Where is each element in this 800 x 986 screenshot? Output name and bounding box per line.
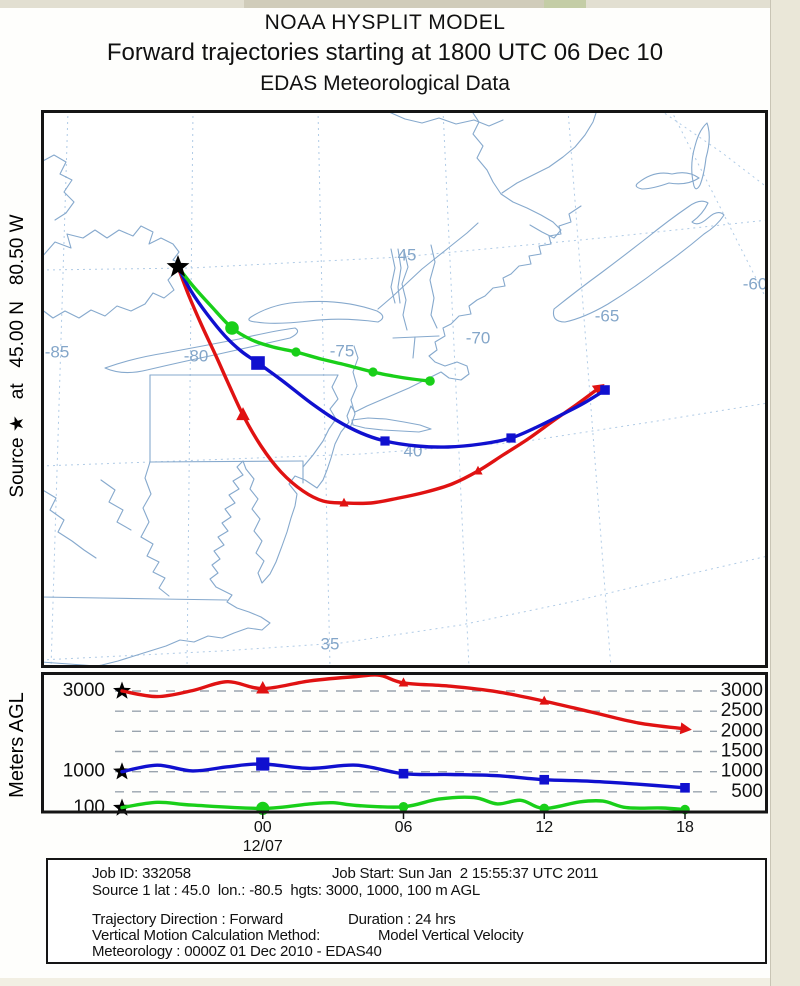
model-title: NOAA HYSPLIT MODEL [264, 11, 506, 34]
page-bottom-margin [0, 978, 770, 986]
trajectory-marker-square [600, 385, 610, 395]
duration: Duration : 24 hrs [348, 911, 456, 928]
altitude-panel-border [41, 672, 768, 814]
meters-agl-label: Meters AGL [6, 692, 28, 798]
trajectory-marker-circle [368, 367, 378, 377]
altitude-start-height-label: 1000 [63, 761, 105, 782]
x-axis-tick-label: 00 [254, 819, 272, 836]
trajectory-marker-triangle [236, 407, 250, 421]
trajectory-marker-square [251, 356, 265, 370]
trajectory-subtitle: Forward trajectories starting at 1800 UT… [106, 39, 664, 67]
graticule-label: -75 [330, 341, 355, 360]
trajectory-marker-triangle [256, 680, 270, 694]
altitude-right-axis-label: 1000 [721, 761, 763, 782]
graticule-label: -60 [743, 274, 768, 293]
trajectory-map-panel: -85 -80 -75 -70 -65 -60 45 40 35 [41, 110, 768, 668]
graticule-label: -85 [45, 342, 70, 361]
vertical-motion-method-value: Model Vertical Velocity [378, 927, 524, 944]
altitude-start-height-label: 100 [73, 797, 105, 818]
run-info-box: Job ID: 332058 Job Start: Sun Jan 2 15:5… [46, 858, 767, 964]
scrollbar-thumb[interactable] [244, 0, 544, 8]
met-data-subtitle: EDAS Meteorological Data [260, 72, 510, 96]
coastline-sketch [41, 110, 725, 668]
trajectory-marker-circle [225, 321, 239, 335]
graticule-label: -80 [184, 346, 209, 365]
vertical-motion-method-label: Vertical Motion Calculation Method: [92, 927, 321, 944]
map-trajectories [166, 255, 610, 507]
trajectory-direction: Trajectory Direction : Forward [92, 911, 283, 928]
trajectory-marker-circle [398, 801, 409, 812]
altitude-series-circle [120, 795, 687, 812]
hysplit-plot-document: NOAA HYSPLIT MODEL Forward trajectories … [0, 10, 770, 964]
scrollbar-thumb-end[interactable] [544, 0, 586, 8]
altitude-right-axis-label: 2500 [721, 700, 763, 721]
trajectory-marker-triangle [473, 465, 483, 475]
trajectory-marker-triangle [339, 497, 349, 507]
meteorology-info: Meteorology : 0000Z 01 Dec 2010 - EDAS40 [92, 943, 382, 960]
job-start: Job Start: Sun Jan 2 15:55:37 UTC 2011 [332, 865, 599, 882]
trajectory-marker-square [539, 774, 550, 785]
altitude-right-axis-label: 500 [731, 781, 763, 802]
x-axis-date-label: 12/07 [243, 838, 283, 855]
altitude-right-axis-label: 1500 [721, 741, 763, 762]
trajectory-marker-circle [291, 347, 301, 357]
map-border [41, 110, 768, 668]
altitude-right-axis-label: 3000 [721, 680, 763, 701]
trajectory-marker-square [680, 783, 690, 793]
altitude-profile-panel: 3000 2500 2000 1500 1000 500 3000 1000 100 00 06 12… [41, 672, 768, 862]
source-info: Source 1 lat : 45.0 lon.: -80.5 hgts: 30… [92, 882, 481, 899]
horizontal-scrollbar[interactable] [0, 0, 800, 8]
trajectory-marker-circle [425, 376, 435, 386]
page-right-margin [770, 0, 800, 986]
title-block: NOAA HYSPLIT MODEL Forward trajectories … [0, 10, 770, 98]
job-id: Job ID: 332058 [92, 865, 191, 882]
trajectory-marker-square [398, 768, 409, 779]
source-location-label: Source ★ at 45.00 N 80.50 W [7, 214, 28, 498]
x-axis-tick-label: 18 [676, 819, 694, 836]
trajectory-marker-triangle [539, 695, 550, 705]
graticule-label: -70 [466, 328, 491, 347]
trajectory-marker-square [380, 436, 390, 446]
altitude-series-triangle [120, 673, 687, 731]
altitude-start-height-label: 3000 [63, 680, 105, 701]
map-trajectory-triangle [176, 265, 601, 506]
x-axis-tick-label: 12 [535, 819, 553, 836]
trajectory-marker-triangle [398, 677, 409, 687]
altitude-series-square [120, 762, 687, 790]
graticule-label: 35 [321, 634, 340, 653]
source-star-icon [166, 255, 190, 277]
trajectory-marker-arrow [679, 722, 692, 735]
graticule-label: 45 [398, 245, 417, 264]
trajectory-marker-square [256, 757, 270, 771]
trajectory-marker-square [506, 433, 516, 443]
altitude-right-axis-label: 2000 [721, 720, 763, 741]
x-axis-tick-label: 06 [395, 819, 413, 836]
graticule-label: -65 [595, 306, 620, 325]
graticule-lines [41, 110, 768, 668]
map-trajectory-square [176, 265, 607, 449]
